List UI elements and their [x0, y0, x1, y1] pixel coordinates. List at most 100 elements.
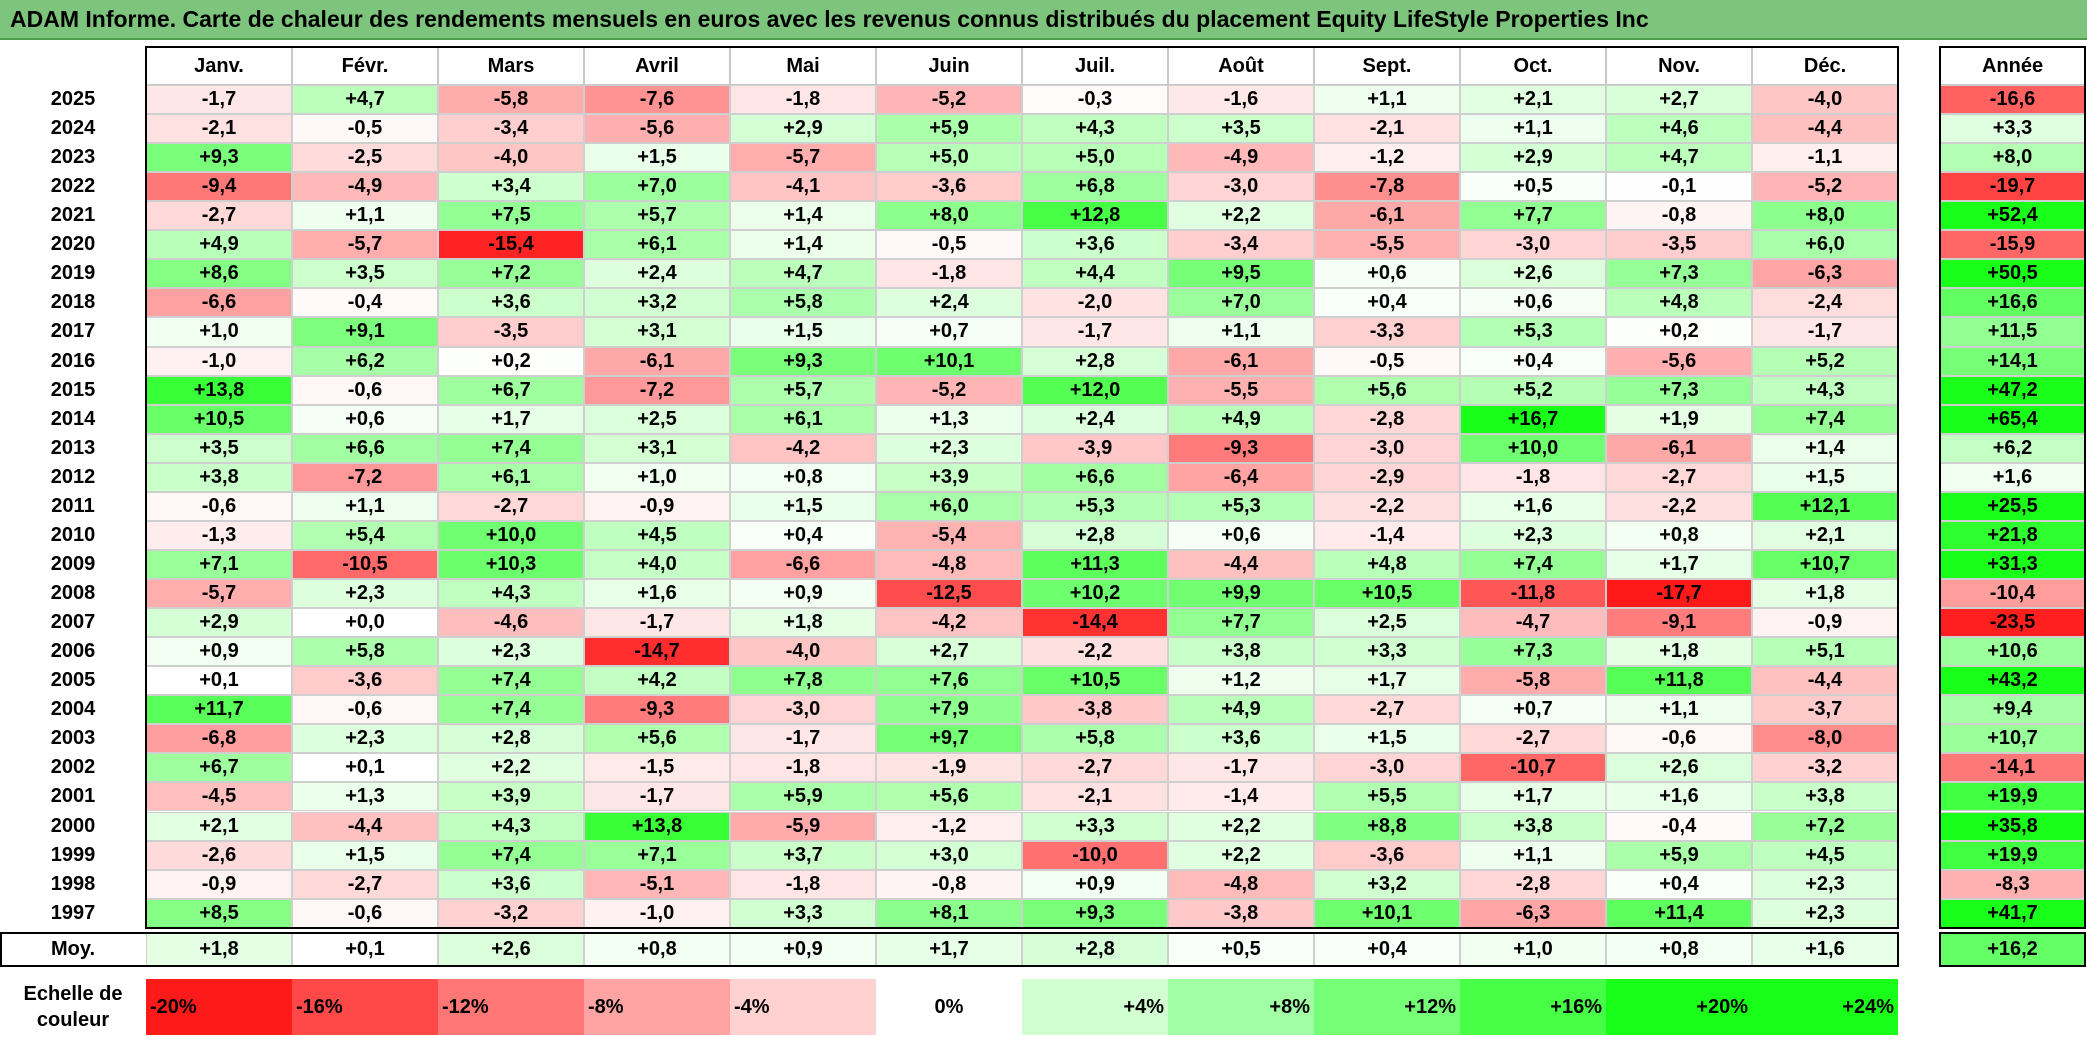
annual-cell: -16,6 — [1940, 85, 2085, 115]
annual-cell: +16,6 — [1940, 288, 2085, 318]
annual-cell: +21,8 — [1940, 520, 2085, 550]
heatmap-cell: -14,7 — [584, 637, 730, 667]
average-cell: +0,8 — [1606, 932, 1752, 966]
year-label: 2012 — [0, 462, 146, 492]
heatmap-cell: +7,5 — [438, 201, 584, 231]
heatmap-cell: +4,3 — [1752, 375, 1898, 405]
average-label: Moy. — [0, 932, 146, 966]
heatmap-cell: -4,0 — [1752, 85, 1898, 115]
heatmap-cell: +3,1 — [584, 433, 730, 463]
heatmap-cell: -1,0 — [146, 346, 292, 376]
heatmap-cell: +9,7 — [876, 724, 1022, 754]
heatmap-cell: -3,4 — [438, 114, 584, 144]
heatmap-cell: -1,8 — [876, 259, 1022, 289]
heatmap-cell: -5,2 — [1752, 172, 1898, 202]
year-label: 2016 — [0, 346, 146, 376]
heatmap-cell: -2,8 — [1314, 404, 1460, 434]
month-header: Août — [1168, 47, 1314, 85]
average-cell: +1,7 — [876, 932, 1022, 966]
heatmap-cell: +6,7 — [146, 753, 292, 783]
heatmap-cell: +0,5 — [1460, 172, 1606, 202]
heatmap-cell: +3,9 — [438, 782, 584, 812]
heatmap-cell: +2,8 — [1022, 346, 1168, 376]
heatmap-cell: +2,2 — [1168, 840, 1314, 870]
heatmap-cell: -3,0 — [730, 695, 876, 725]
heatmap-cell: -7,6 — [584, 85, 730, 115]
color-scale-swatch: +24% — [1752, 979, 1898, 1035]
heatmap-cell: -5,8 — [438, 85, 584, 115]
heatmap-cell: +2,7 — [1606, 85, 1752, 115]
heatmap-cell: +0,2 — [438, 346, 584, 376]
month-header: Avril — [584, 47, 730, 85]
heatmap-cell: +6,2 — [292, 346, 438, 376]
heatmap-cell: +3,3 — [730, 898, 876, 928]
heatmap-cell: +1,8 — [1752, 579, 1898, 609]
heatmap-cell: -0,4 — [292, 288, 438, 318]
heatmap-cell: -5,7 — [146, 579, 292, 609]
heatmap-cell: +1,4 — [1752, 433, 1898, 463]
heatmap-cell: +3,8 — [146, 462, 292, 492]
heatmap-cell: +9,5 — [1168, 259, 1314, 289]
heatmap-cell: +0,6 — [1314, 259, 1460, 289]
heatmap-cell: +5,1 — [1752, 637, 1898, 667]
heatmap-cell: -1,7 — [730, 724, 876, 754]
heatmap-cell: -1,8 — [730, 869, 876, 899]
annual-cell: +1,6 — [1940, 462, 2085, 492]
annual-cell: -23,5 — [1940, 608, 2085, 638]
heatmap-cell: +0,4 — [1314, 288, 1460, 318]
heatmap-cell: -1,7 — [1168, 753, 1314, 783]
heatmap-cell: +1,5 — [292, 840, 438, 870]
heatmap-cell: +4,3 — [1022, 114, 1168, 144]
heatmap-cell: -0,8 — [1606, 201, 1752, 231]
heatmap-cell: -4,5 — [146, 782, 292, 812]
heatmap-cell: +7,4 — [1460, 549, 1606, 579]
heatmap-cell: -6,3 — [1752, 259, 1898, 289]
heatmap-cell: -2,2 — [1606, 491, 1752, 521]
heatmap-cell: +0,9 — [730, 579, 876, 609]
heatmap-cell: +7,6 — [876, 666, 1022, 696]
heatmap-cell: +4,9 — [1168, 695, 1314, 725]
heatmap-cell: -5,2 — [876, 85, 1022, 115]
heatmap-cell: -0,6 — [292, 898, 438, 928]
heatmap-cell: +3,5 — [292, 259, 438, 289]
heatmap-cell: +1,1 — [1460, 114, 1606, 144]
heatmap-cell: +5,8 — [730, 288, 876, 318]
year-label: 1999 — [0, 840, 146, 870]
heatmap-cell: +7,4 — [438, 695, 584, 725]
heatmap-cell: -2,7 — [1460, 724, 1606, 754]
heatmap-cell: -5,7 — [730, 143, 876, 173]
heatmap-cell: +2,3 — [1752, 898, 1898, 928]
heatmap-cell: +2,3 — [876, 433, 1022, 463]
heatmap-cell: +4,2 — [584, 666, 730, 696]
heatmap-cell: -9,3 — [584, 695, 730, 725]
heatmap-cell: -17,7 — [1606, 579, 1752, 609]
heatmap-cell: +10,2 — [1022, 579, 1168, 609]
annual-cell: -8,3 — [1940, 869, 2085, 899]
heatmap-cell: -5,5 — [1314, 230, 1460, 260]
year-label: 2005 — [0, 666, 146, 696]
heatmap-cell: -0,5 — [876, 230, 1022, 260]
annual-cell: +19,9 — [1940, 840, 2085, 870]
heatmap-cell: +7,7 — [1460, 201, 1606, 231]
color-scale-swatch: +12% — [1314, 979, 1460, 1035]
heatmap-cell: -15,4 — [438, 230, 584, 260]
heatmap-cell: -4,0 — [730, 637, 876, 667]
heatmap-cell: -5,6 — [584, 114, 730, 144]
heatmap-cell: +3,6 — [438, 288, 584, 318]
heatmap-cell: +9,9 — [1168, 579, 1314, 609]
heatmap-cell: +3,2 — [1314, 869, 1460, 899]
annual-cell: +52,4 — [1940, 201, 2085, 231]
heatmap-cell: +0,1 — [146, 666, 292, 696]
annual-cell: +43,2 — [1940, 666, 2085, 696]
year-label: 2025 — [0, 85, 146, 115]
year-label: 2009 — [0, 549, 146, 579]
heatmap-cell: +2,3 — [292, 724, 438, 754]
heatmap-cell: -3,4 — [1168, 230, 1314, 260]
year-label: 1998 — [0, 869, 146, 899]
heatmap-cell: +9,1 — [292, 317, 438, 347]
heatmap-cell: +8,8 — [1314, 811, 1460, 841]
heatmap-cell: +1,1 — [1606, 695, 1752, 725]
heatmap-cell: +2,6 — [1606, 753, 1752, 783]
heatmap-cell: +6,7 — [438, 375, 584, 405]
annual-cell: +10,6 — [1940, 637, 2085, 667]
